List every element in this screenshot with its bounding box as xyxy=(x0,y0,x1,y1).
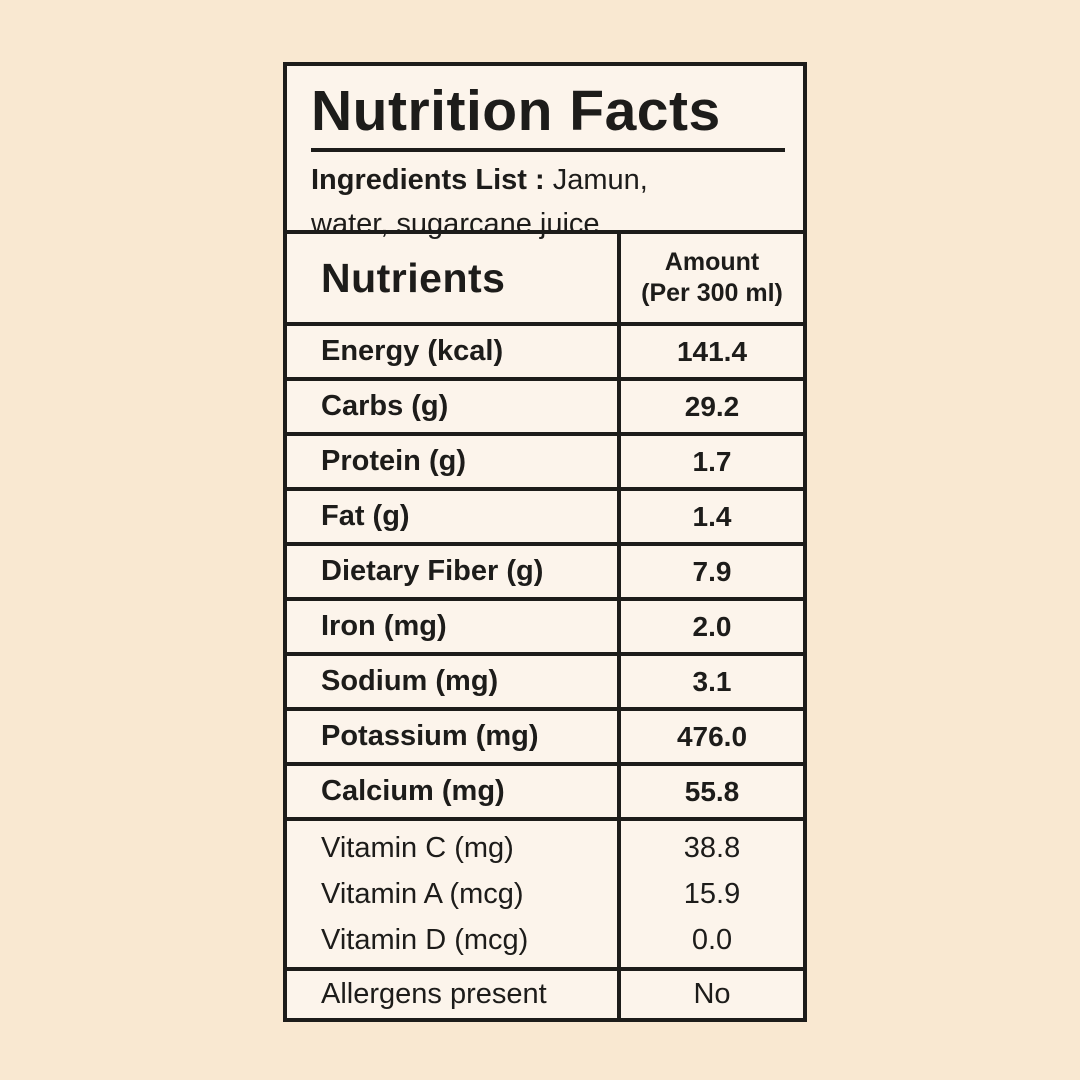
row-value-cell: 2.0 xyxy=(617,601,803,652)
row-label-cell: Potassium (mg) xyxy=(287,711,617,762)
vitamins-label-cell: Vitamin C (mg) Vitamin A (mcg) Vitamin D… xyxy=(287,821,617,967)
row-label: Vitamin C (mg) xyxy=(321,832,514,864)
table-row-energy: Energy (kcal) 141.4 xyxy=(287,322,803,377)
nutrients-column-header: Nutrients xyxy=(321,254,506,301)
row-value-cell: 1.7 xyxy=(617,436,803,487)
row-value-cell: 476.0 xyxy=(617,711,803,762)
row-label-cell: Carbs (g) xyxy=(287,381,617,432)
row-label: Protein (g) xyxy=(321,445,466,477)
amount-column-header-cell: Amount (Per 300 ml) xyxy=(617,234,803,322)
table-row-calcium: Calcium (mg) 55.8 xyxy=(287,762,803,817)
row-value: 55.8 xyxy=(684,775,740,807)
row-value-cell: 1.4 xyxy=(617,491,803,542)
row-label-cell: Energy (kcal) xyxy=(287,326,617,377)
table-row-iron: Iron (mg) 2.0 xyxy=(287,597,803,652)
row-label: Allergens present xyxy=(321,978,547,1010)
row-label: Sodium (mg) xyxy=(321,665,499,697)
ingredients-label: Ingredients List : xyxy=(311,163,545,196)
row-label: Iron (mg) xyxy=(321,610,447,642)
ingredients-line-1-rest: Jamun, xyxy=(544,163,648,196)
row-value: No xyxy=(693,978,731,1010)
table-row-protein: Protein (g) 1.7 xyxy=(287,432,803,487)
table-row-fat: Fat (g) 1.4 xyxy=(287,487,803,542)
row-label: Vitamin A (mcg) xyxy=(321,878,524,910)
nutrients-column-header-cell: Nutrients xyxy=(287,234,617,322)
row-label: Dietary Fiber (g) xyxy=(321,555,544,587)
table-row-potassium: Potassium (mg) 476.0 xyxy=(287,707,803,762)
row-value: 476.0 xyxy=(676,720,748,752)
row-label: Vitamin D (mcg) xyxy=(321,924,529,956)
row-label-cell: Dietary Fiber (g) xyxy=(287,546,617,597)
row-label-cell: Allergens present xyxy=(287,971,617,1018)
row-label-cell: Iron (mg) xyxy=(287,601,617,652)
nutrition-facts-card: Nutrition Facts Ingredients List : Jamun… xyxy=(283,62,807,1022)
row-value: 38.8 xyxy=(683,832,741,864)
row-value-cell: 29.2 xyxy=(617,381,803,432)
amount-column-header-line-2: (Per 300 ml) xyxy=(641,279,783,307)
row-value-cell: 141.4 xyxy=(617,326,803,377)
row-value-cell: 3.1 xyxy=(617,656,803,707)
row-label: Energy (kcal) xyxy=(321,335,504,367)
row-value-cell: 55.8 xyxy=(617,766,803,817)
row-label-cell: Calcium (mg) xyxy=(287,766,617,817)
table-row-dietary-fiber: Dietary Fiber (g) 7.9 xyxy=(287,542,803,597)
card-header: Nutrition Facts Ingredients List : Jamun… xyxy=(287,66,803,240)
table-row-vitamins: Vitamin C (mg) Vitamin A (mcg) Vitamin D… xyxy=(287,817,803,967)
ingredients-line-1: Ingredients List : Jamun, xyxy=(311,158,785,202)
row-value: 141.4 xyxy=(676,335,748,367)
table-row-sodium: Sodium (mg) 3.1 xyxy=(287,652,803,707)
row-value: 3.1 xyxy=(692,665,732,697)
row-value-cell: No xyxy=(617,971,803,1018)
row-value: 29.2 xyxy=(684,390,740,422)
table-row-allergens: Allergens present No xyxy=(287,967,803,1018)
vitamins-value-cell: 38.8 15.9 0.0 xyxy=(617,821,803,967)
row-label: Fat (g) xyxy=(321,500,410,532)
row-value: 2.0 xyxy=(692,610,732,642)
amount-column-header-line-1: Amount xyxy=(664,248,760,276)
row-label-cell: Sodium (mg) xyxy=(287,656,617,707)
row-label-cell: Fat (g) xyxy=(287,491,617,542)
row-value: 1.4 xyxy=(692,500,732,532)
row-value: 1.7 xyxy=(692,445,732,477)
table-header-row: Nutrients Amount (Per 300 ml) xyxy=(287,230,803,322)
row-label: Carbs (g) xyxy=(321,390,449,422)
row-value: 0.0 xyxy=(691,924,733,956)
row-label-cell: Protein (g) xyxy=(287,436,617,487)
page-title: Nutrition Facts xyxy=(311,79,785,152)
ingredients-line-2: water, sugarcane juice xyxy=(311,207,600,240)
row-label: Potassium (mg) xyxy=(321,720,539,752)
table-row-carbs: Carbs (g) 29.2 xyxy=(287,377,803,432)
row-label: Calcium (mg) xyxy=(321,775,505,807)
row-value: 7.9 xyxy=(692,555,732,587)
row-value: 15.9 xyxy=(683,878,741,910)
row-value-cell: 7.9 xyxy=(617,546,803,597)
